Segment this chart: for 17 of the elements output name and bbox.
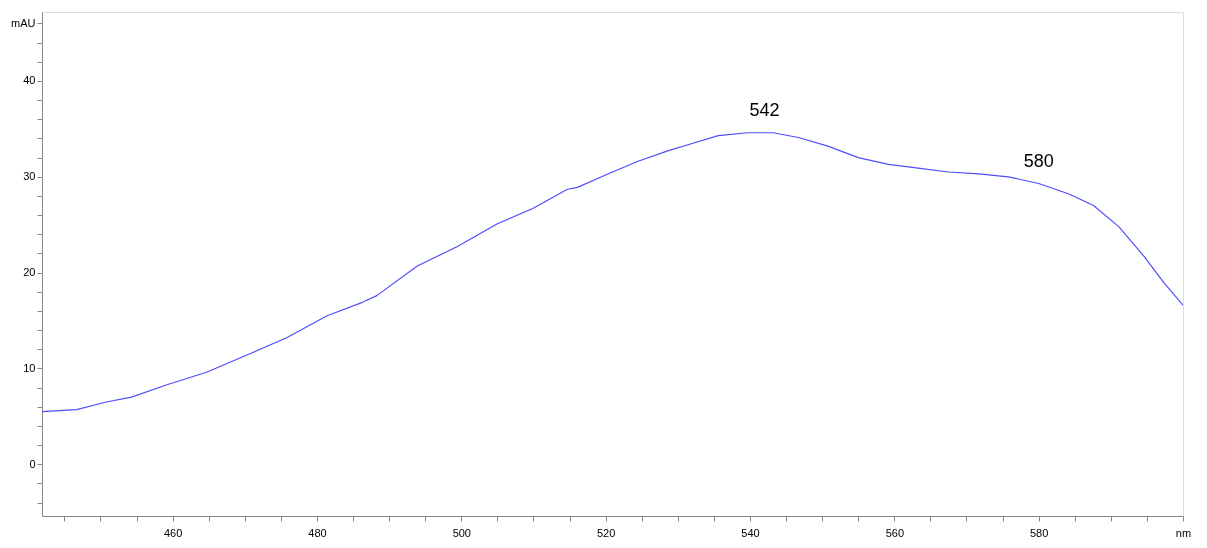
- x-tick-label: nm: [1175, 526, 1192, 539]
- x-tick-label: 500: [452, 526, 471, 539]
- annotation: 580: [1023, 150, 1054, 171]
- x-tick-label: 460: [163, 526, 183, 539]
- x-tick-label: 560: [885, 526, 904, 539]
- y-tick-label: 20: [23, 266, 36, 279]
- x-tick-label: 520: [596, 526, 616, 539]
- y-tick-label: 30: [23, 170, 36, 183]
- line-series: [42, 132, 1183, 413]
- x-tick-label: 580: [1029, 526, 1049, 539]
- annotation: 542: [749, 99, 780, 120]
- y-tick-label: 10: [23, 361, 36, 374]
- y-tick-label: 40: [23, 74, 36, 87]
- y-tick-label: 0: [29, 457, 36, 470]
- y-tick-label: mAU: [11, 17, 36, 29]
- x-tick-label: 480: [308, 526, 327, 539]
- x-tick-label: 540: [741, 526, 760, 539]
